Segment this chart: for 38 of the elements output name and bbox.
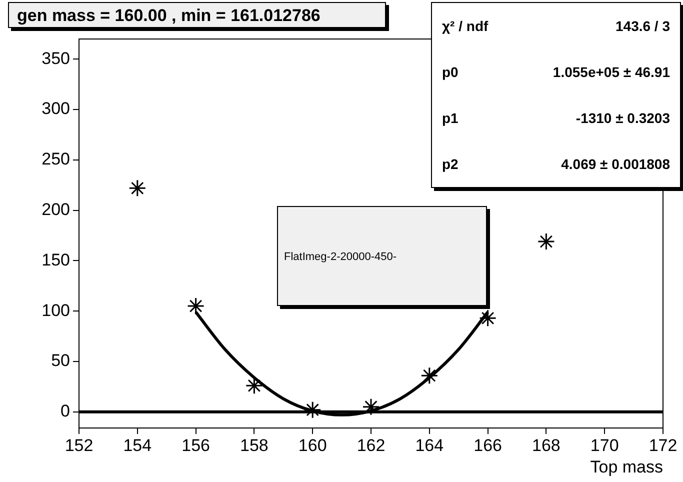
- x-tick-label: 154: [123, 436, 152, 455]
- annotation: 4.069 ± 0.001808: [560, 156, 670, 172]
- y-tick-label: 250: [42, 150, 70, 169]
- text-panel: FlatImeg-2-20000-450-: [277, 206, 487, 306]
- y-tick-label: 150: [42, 250, 70, 270]
- text: 143.6 / 3: [616, 18, 670, 34]
- x-tick-label: 168: [532, 436, 560, 455]
- text: χ² / ndf: [442, 18, 488, 34]
- x-tick-label: 160: [298, 436, 327, 455]
- x-tick-label: 166: [474, 436, 502, 455]
- y-tick-label: 350: [42, 48, 70, 68]
- x-tick-label: 172: [648, 436, 678, 455]
- x-tick-label: 162: [356, 436, 386, 455]
- x-axis-title: Top mass: [590, 457, 663, 476]
- x-tick-label: 164: [415, 436, 444, 455]
- y-tick-label: 300: [42, 99, 70, 118]
- y-tick-label: 100: [42, 300, 70, 320]
- point: [187, 297, 205, 315]
- title-panel: gen mass = 160.00 , min = 161.012786: [8, 2, 386, 28]
- annotation: -1310 ± 0.3203: [574, 110, 670, 126]
- x-tick-label: 158: [240, 436, 268, 455]
- y-tick-label: 0: [60, 402, 70, 421]
- y-tick-label: 50: [51, 351, 70, 370]
- x-tick-label: 170: [590, 436, 619, 455]
- annotation: p2: [442, 156, 460, 172]
- annotation: p1: [442, 110, 460, 126]
- point: [245, 376, 263, 394]
- x-tick-label: 152: [64, 436, 94, 455]
- annotation: p0: [442, 64, 460, 80]
- x-tick-label: 156: [182, 436, 210, 455]
- point: [128, 179, 146, 197]
- point: [479, 309, 497, 327]
- y-tick-label: 200: [42, 200, 70, 220]
- point: [362, 398, 380, 416]
- point: [537, 232, 555, 250]
- point: [420, 366, 438, 384]
- point: [304, 401, 322, 419]
- annotation: 1.055e+05 ± 46.91: [552, 64, 670, 80]
